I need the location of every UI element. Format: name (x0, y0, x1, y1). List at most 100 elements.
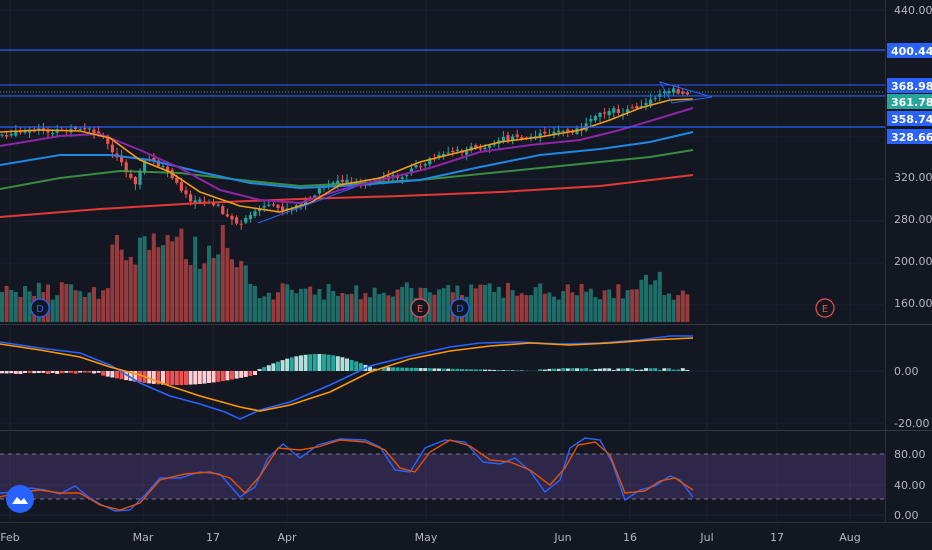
macd-histogram-bar (358, 363, 363, 371)
tradingview-cloud-icon[interactable] (6, 485, 34, 513)
volume-bar (570, 292, 575, 322)
volume-bar (105, 288, 110, 322)
candle-body (382, 177, 386, 179)
candle-body (299, 203, 303, 205)
macd-histogram-bar (248, 371, 253, 376)
volume-bar (64, 283, 69, 322)
ma-50-line (0, 131, 694, 190)
volume-bar (363, 293, 368, 322)
macd-histogram-bar (23, 371, 27, 373)
candle-body (474, 145, 478, 148)
volume-bar (170, 241, 175, 322)
candle-body (589, 118, 593, 122)
macd-histogram (0, 354, 690, 385)
volume-bar (542, 293, 547, 322)
candle-body (51, 133, 55, 135)
horizontal-levels[interactable] (0, 49, 885, 128)
candle-body (276, 204, 280, 208)
volume-bar (331, 290, 336, 322)
macd-histogram-bar (538, 369, 543, 371)
macd-histogram-bar (501, 370, 506, 371)
volume-bar (667, 293, 671, 322)
macd-histogram-bar (322, 354, 326, 371)
macd-histogram-bar (50, 371, 55, 373)
volume-bar (115, 235, 119, 322)
candle-body (253, 211, 257, 216)
candle-body (400, 177, 404, 179)
rsi-label: 40.00 (894, 479, 926, 492)
volume-bar (496, 286, 501, 322)
cloud-glyph (12, 497, 28, 504)
volume-bar (119, 249, 124, 322)
macd-histogram-bar (308, 354, 313, 371)
macd-histogram-bar (345, 358, 349, 371)
event-marker-letter: E (417, 304, 423, 315)
macd-histogram-bar (680, 368, 685, 371)
macd-histogram-bar (87, 371, 92, 373)
macd-histogram-bar (41, 371, 46, 373)
volume-bar (0, 292, 4, 322)
price-tags: 400.44 368.98 361.78 358.74 328.66 (887, 43, 932, 144)
volume-bar (55, 295, 60, 322)
volume-bar (519, 293, 524, 322)
candle-body (189, 194, 193, 202)
price-label: 440.00 (894, 4, 932, 17)
price-tag-358-74: 358.74 (891, 113, 932, 126)
candle-body (143, 160, 147, 172)
volume-bar (469, 284, 474, 322)
volume-bar (621, 298, 625, 322)
volume-bar (492, 292, 497, 322)
macd-histogram-bar (460, 369, 464, 371)
candle-body (156, 160, 160, 167)
macd-histogram-bar (257, 369, 262, 371)
volume-bar (253, 285, 257, 322)
volume-bar (73, 290, 78, 322)
macd-histogram-bar (483, 369, 487, 371)
candle-body (92, 129, 96, 134)
macd-histogram-bar (441, 368, 446, 371)
macd-histogram-bar (230, 371, 234, 380)
event-marker-earnings[interactable]: E (410, 298, 430, 318)
candle-body (478, 148, 482, 150)
volume-bar (174, 236, 179, 322)
macd-histogram-bar (423, 368, 428, 371)
volume-bar (128, 256, 133, 322)
volume-bar (368, 297, 372, 322)
candle-body (271, 204, 275, 206)
volume-bar (547, 292, 552, 322)
candle-body (133, 177, 137, 185)
candle-body (557, 130, 561, 133)
price-tag-400-44: 400.44 (891, 45, 932, 58)
macd-histogram-bar (556, 368, 561, 371)
macd-histogram-bar (335, 356, 340, 371)
drawing-tools[interactable] (257, 81, 713, 224)
macd-histogram-bar (340, 357, 345, 371)
volume-bar (607, 289, 612, 322)
volume-bar (598, 299, 602, 322)
event-marker-dividend[interactable]: D (30, 298, 50, 318)
macd-histogram-bar (496, 370, 501, 371)
candle-body (193, 200, 197, 204)
price-axis[interactable]: 440.00 320.00 280.00 200.00 160.00 (894, 4, 932, 310)
candle-body (340, 179, 344, 182)
event-marker-dividend[interactable]: D (450, 298, 470, 318)
macd-histogram-bar (487, 369, 492, 371)
volume-bar (552, 296, 556, 322)
candle-body (552, 131, 556, 135)
volume-bar (280, 283, 285, 322)
time-axis[interactable]: Feb Mar 17 Apr May Jun 16 Jul 17 Aug (0, 531, 860, 544)
volume-bar (266, 292, 271, 322)
volume-bar (276, 292, 280, 322)
macd-histogram-bar (570, 368, 575, 371)
candle-body (262, 205, 266, 208)
macd-histogram-bar (648, 368, 653, 371)
rsi-label: 80.00 (894, 448, 926, 461)
event-marker-earnings[interactable]: E (815, 298, 835, 318)
volume-bar (657, 271, 662, 322)
macd-histogram-bar (64, 371, 69, 373)
macd-histogram-bar (561, 368, 566, 371)
volume-bar (395, 289, 400, 322)
candle-body (161, 166, 165, 168)
